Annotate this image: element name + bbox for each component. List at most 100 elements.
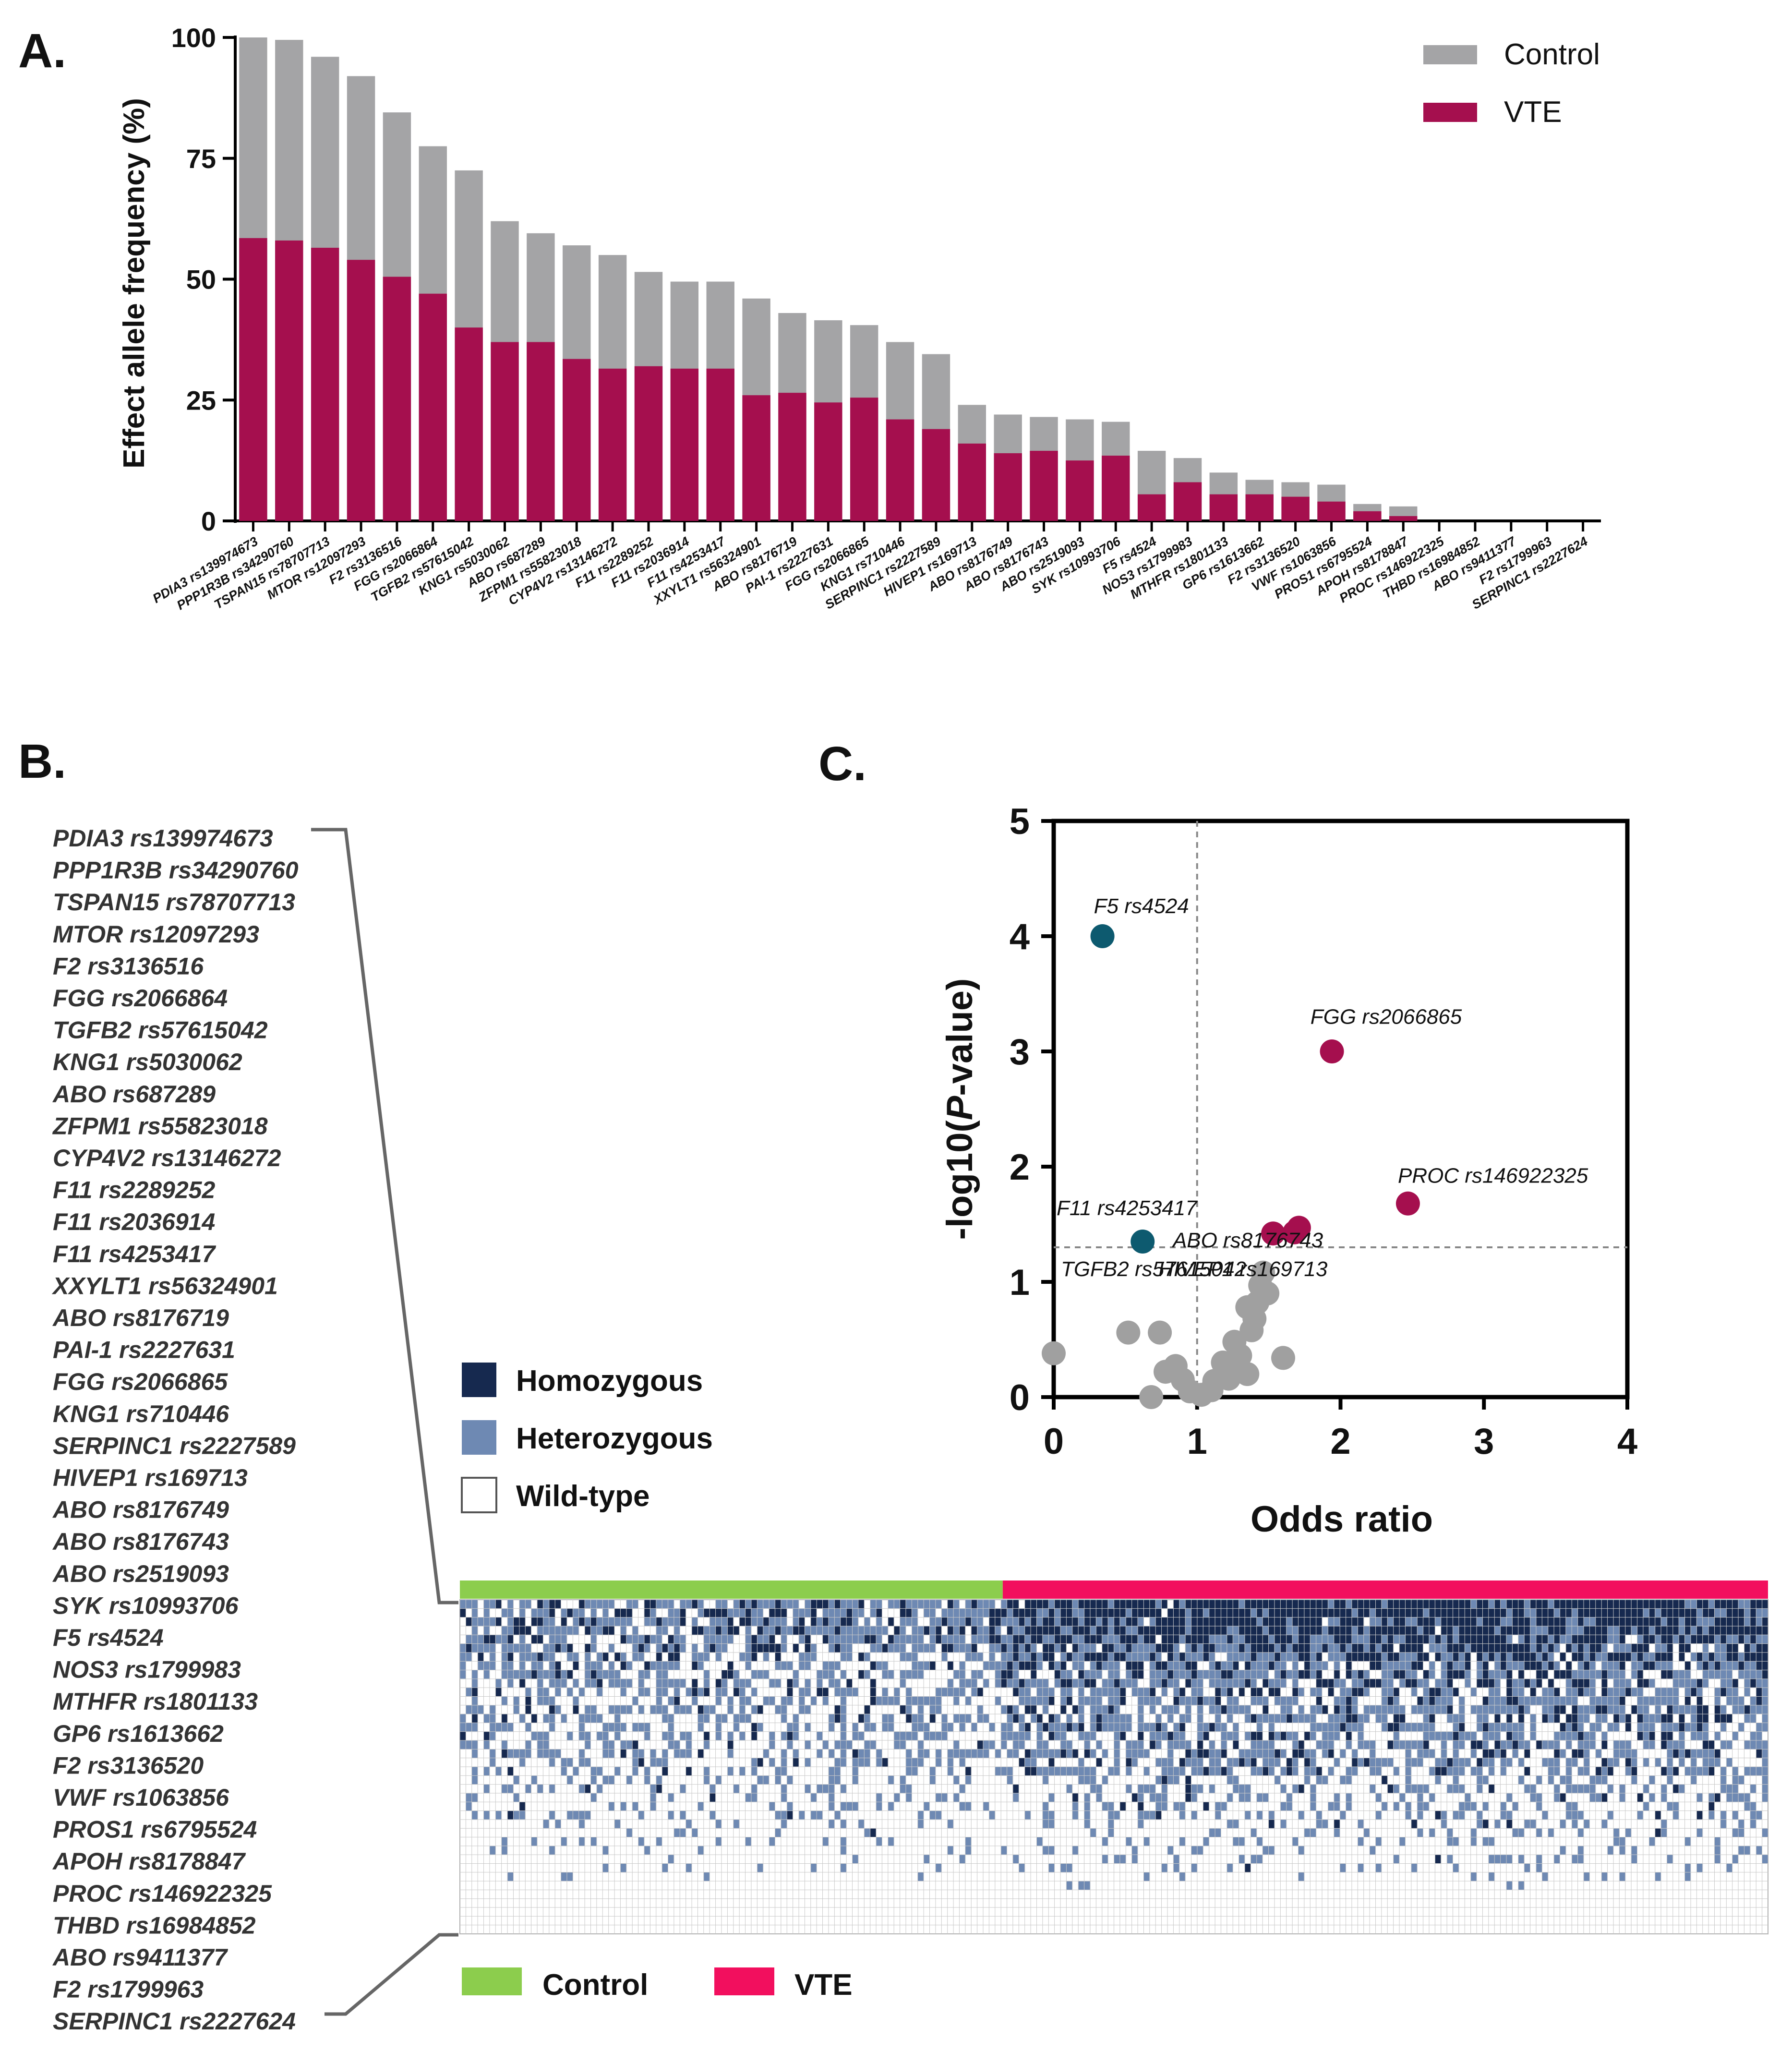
genotype-cell [1702,1600,1709,1609]
genotype-cell [1078,1635,1084,1644]
scatter-point-nonsignificant [1148,1320,1172,1345]
genotype-cell [1518,1775,1525,1785]
genotype-cell [1595,1608,1602,1618]
genotype-cell [1589,1678,1596,1688]
genotype-cell [1304,1600,1311,1609]
genotype-cell [1304,1661,1311,1670]
genotype-cell [917,1696,924,1706]
genotype-cell [478,1635,484,1644]
genotype-cell [840,1688,847,1697]
genotype-cell [501,1635,508,1644]
genotype-cell [1542,1626,1549,1635]
genotype-cell [686,1819,692,1829]
genotype-cell [1197,1767,1203,1776]
genotype-cell [1054,1661,1061,1670]
genotype-cell [602,1723,609,1732]
genotype-cell [1477,1767,1483,1776]
genotype-cell [1375,1643,1382,1653]
genotype-cell [1530,1688,1537,1697]
genotype-cell [585,1678,591,1688]
genotype-cell [1732,1608,1739,1618]
genotype-cell [1572,1688,1578,1697]
genotype-cell [977,1652,984,1662]
genotype-cell [1601,1775,1608,1785]
genotype-cell [834,1810,841,1820]
snp-row-label: SYK rs10993706 [53,1592,239,1619]
genotype-cell [495,1688,502,1697]
snp-row-label: ABO rs8176743 [52,1528,229,1555]
genotype-cell [483,1767,490,1776]
genotype-cell [537,1740,543,1749]
genotype-cell [917,1714,924,1723]
genotype-cell [1239,1600,1245,1609]
genotype-cell [1423,1688,1430,1697]
genotype-cell [727,1661,734,1670]
genotype-cell [1661,1819,1667,1829]
genotype-cell [1328,1749,1335,1759]
genotype-cell [1536,1696,1542,1706]
genotype-cell [561,1643,567,1653]
genotype-cell [483,1626,490,1635]
genotype-cell [638,1652,645,1662]
genotype-cell [846,1600,853,1609]
genotype-cell [1601,1872,1608,1882]
genotype-cell [1518,1643,1525,1653]
genotype-cell [1143,1749,1150,1759]
genotype-cell [1536,1863,1542,1873]
genotype-cell [1149,1670,1156,1679]
genotype-cell [1256,1626,1263,1635]
genotype-cell [1387,1635,1394,1644]
genotype-cell [1375,1617,1382,1627]
genotype-cell [1447,1828,1453,1837]
genotype-cell [1530,1819,1537,1829]
genotype-cell [935,1696,942,1706]
genotype-cell [1589,1731,1596,1741]
genotype-cell [751,1635,758,1644]
genotype-cell [1637,1670,1644,1679]
genotype-cell [590,1714,597,1723]
genotype-cell [1233,1643,1239,1653]
genotype-cell [1506,1731,1513,1741]
panel-a-legend: Control VTE [1423,38,1600,129]
genotype-cell [585,1810,591,1820]
genotype-cell [501,1723,508,1732]
y-tick-label: 3 [1010,1032,1030,1073]
genotype-cell [1702,1740,1709,1749]
genotype-cell [1690,1749,1697,1759]
genotype-cell [1482,1705,1489,1714]
genotype-cell [1417,1600,1423,1609]
genotype-cell [1411,1670,1418,1679]
genotype-cell [1274,1608,1281,1618]
genotype-cell [1458,1802,1465,1811]
genotype-cell [519,1652,526,1662]
genotype-cell [715,1819,722,1829]
genotype-cell [1453,1863,1459,1873]
genotype-cell [566,1643,573,1653]
genotype-cell [1024,1661,1031,1670]
genotype-cell [1584,1714,1590,1723]
genotype-cell [1066,1767,1073,1776]
genotype-cell [817,1600,823,1609]
genotype-cell [1084,1775,1091,1785]
genotype-cell [585,1670,591,1679]
genotype-cell [1714,1855,1721,1864]
genotype-cell [757,1723,764,1732]
genotype-cell [566,1731,573,1741]
genotype-cell [781,1635,787,1644]
genotype-cell [1351,1643,1358,1653]
genotype-cell [959,1635,966,1644]
genotype-cell [935,1688,942,1697]
genotype-cell [935,1758,942,1767]
genotype-cell [692,1688,698,1697]
genotype-cell [793,1617,799,1627]
genotype-cell [1084,1670,1091,1679]
genotype-cell [751,1617,758,1627]
genotype-cell [1690,1767,1697,1776]
genotype-cell [1078,1678,1084,1688]
genotype-cell [1155,1600,1162,1609]
genotype-cell [817,1749,823,1759]
genotype-cell [995,1635,1001,1644]
genotype-cell [1019,1643,1025,1653]
genotype-cell [1530,1635,1537,1644]
genotype-cell [828,1784,835,1794]
